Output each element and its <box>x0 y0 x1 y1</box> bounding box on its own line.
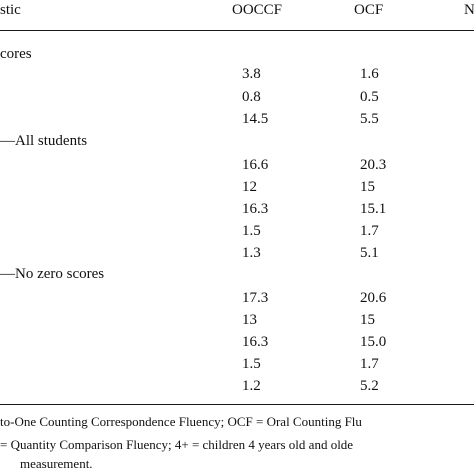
table-cell-ocf: 20.6 <box>360 290 387 306</box>
table-cell-ocf: 15 <box>360 179 375 195</box>
section-label: cores <box>0 46 32 62</box>
footnote-line: to-One Counting Correspondence Fluency; … <box>0 414 362 429</box>
table-cell-ooccf: 3.8 <box>242 66 261 82</box>
table-cell-ooccf: 1.5 <box>242 356 261 372</box>
footnote-line: = Quantity Comparison Fluency; 4+ = chil… <box>0 437 354 452</box>
table-cell-ooccf: 1.5 <box>242 223 261 239</box>
table-cell-ocf: 15.1 <box>360 201 387 217</box>
table-cell-ooccf: 16.3 <box>242 201 269 217</box>
table-cell-ocf: 0.5 <box>360 89 379 105</box>
header-statistic: stic <box>0 2 21 18</box>
table-cell-ocf: 15 <box>360 312 375 328</box>
section-label: —All students <box>0 133 88 149</box>
table-cell-ooccf: 0.8 <box>242 89 261 105</box>
footnote-line: measurement. <box>20 456 93 471</box>
table-cell-ocf: 5.2 <box>360 378 379 394</box>
table-bottom-rule <box>0 404 474 405</box>
table-cell-ocf: 5.1 <box>360 245 379 261</box>
table-cell-ooccf: 1.2 <box>242 378 261 394</box>
table-cell-ocf: 1.7 <box>360 356 379 372</box>
table-cell-ocf: 15.0 <box>360 334 387 350</box>
table-cell-ocf: 1.6 <box>360 66 379 82</box>
table-cell-ocf: 1.7 <box>360 223 379 239</box>
table-cell-ooccf: 12 <box>242 179 257 195</box>
table-cell-ooccf: 1.3 <box>242 245 261 261</box>
table-cell-ocf: 20.3 <box>360 157 387 173</box>
header-rule <box>0 30 474 31</box>
table-cell-ooccf: 16.3 <box>242 334 269 350</box>
header-ooccf: OOCCF <box>232 2 283 18</box>
table-cell-ooccf: 14.5 <box>242 111 269 127</box>
table-cell-ooccf: 16.6 <box>242 157 269 173</box>
table-cell-ooccf: 13 <box>242 312 257 328</box>
table-cell-ocf: 5.5 <box>360 111 379 127</box>
table-cell-ooccf: 17.3 <box>242 290 269 306</box>
header-ocf: OCF <box>354 2 384 18</box>
section-label: —No zero scores <box>0 266 105 282</box>
header-n: N <box>464 2 474 18</box>
